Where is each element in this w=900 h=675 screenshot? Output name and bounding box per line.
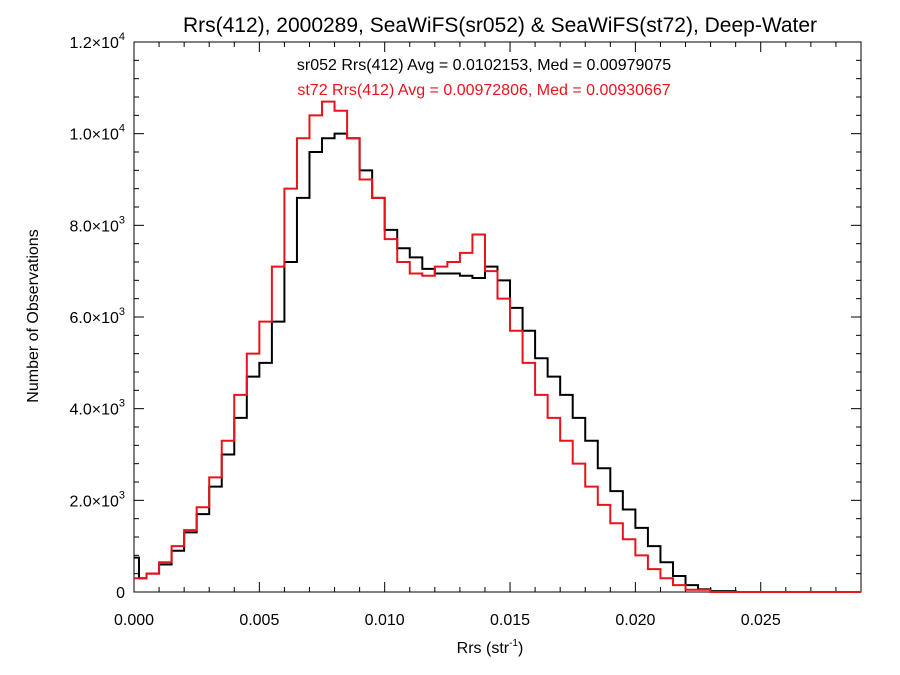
y-tick-label: 1.2×104 [69,31,125,52]
y-tick-label: 6.0×103 [69,306,125,327]
x-tick-label: 0.025 [741,612,781,629]
x-axis-ticks: 0.000 0.005 0.010 0.015 0.020 0.025 [114,42,781,629]
y-axis-ticks: 0 2.0×103 4.0×103 6.0×103 8.0×103 1.0×104 1.2×… [69,31,861,602]
series-sr052-line [134,132,861,593]
annotation-text: st72 Rrs(412) Avg = 0.00972806, Med = 0.… [297,82,670,99]
series-st72-line [134,100,861,593]
y-axis-label: Number of Observations [25,229,42,402]
y-tick-label: 2.0×103 [69,489,125,510]
chart-title: Rrs(412), 2000289, SeaWiFS(sr052) & SeaW… [183,14,817,37]
plot-frame [133,41,862,593]
x-tick-label: 0.010 [365,612,405,629]
x-tick-label: 0.015 [490,612,530,629]
y-tick-label: 0 [116,585,125,602]
x-tick-label: 0.020 [615,612,655,629]
series-layer [134,100,861,593]
annotation-text: sr052 Rrs(412) Avg = 0.0102153, Med = 0.… [297,57,671,74]
chart-annotations: sr052 Rrs(412) Avg = 0.0102153, Med = 0.… [297,57,671,99]
x-axis-label: Rrs (str-1) [457,638,524,657]
y-tick-label: 8.0×103 [69,214,125,235]
x-tick-label: 0.005 [239,612,279,629]
x-tick-label: 0.000 [114,612,154,629]
minor-ticks [134,42,862,592]
y-tick-label: 1.0×104 [69,123,125,144]
y-tick-label: 4.0×103 [69,398,125,419]
